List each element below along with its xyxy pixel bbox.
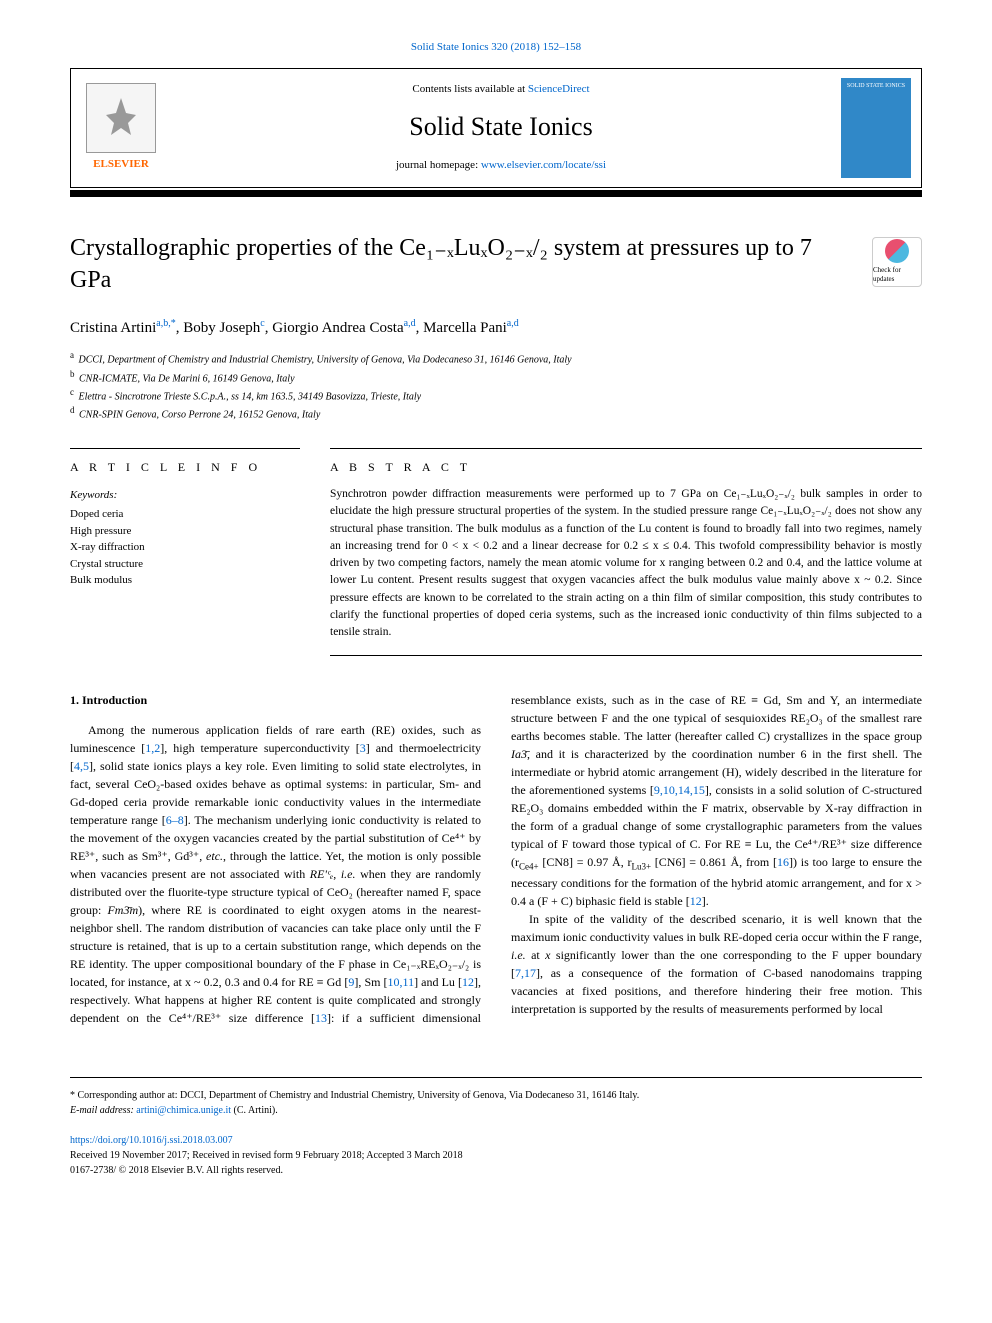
authors: Cristina Artinia,b,*, Boby Josephc, Gior…: [70, 317, 922, 340]
affiliations: a DCCI, Department of Chemistry and Indu…: [70, 349, 922, 422]
contents-available: Contents lists available at ScienceDirec…: [412, 82, 589, 98]
abstract-text: Synchrotron powder diffraction measureme…: [330, 486, 922, 656]
affiliation-item: b CNR-ICMATE, Via De Marini 6, 16149 Gen…: [70, 368, 922, 386]
crossmark-icon: [885, 239, 909, 263]
keywords-list: Doped ceriaHigh pressureX-ray diffractio…: [70, 506, 300, 589]
email-link[interactable]: artini@chimica.unige.it: [136, 1105, 231, 1116]
doi-link[interactable]: https://doi.org/10.1016/j.ssi.2018.03.00…: [70, 1133, 922, 1148]
keyword-item: Crystal structure: [70, 556, 300, 573]
affiliation-item: a DCCI, Department of Chemistry and Indu…: [70, 349, 922, 367]
elsevier-tree-icon: [86, 83, 156, 153]
header-center: Contents lists available at ScienceDirec…: [171, 69, 831, 187]
journal-name: Solid State Ionics: [409, 108, 592, 146]
keyword-item: High pressure: [70, 523, 300, 540]
abstract-heading: A B S T R A C T: [330, 448, 922, 476]
contents-prefix: Contents lists available at: [412, 83, 527, 95]
citation-link[interactable]: Solid State Ionics 320 (2018) 152–158: [70, 40, 922, 56]
keyword-item: Doped ceria: [70, 506, 300, 523]
received-dates: Received 19 November 2017; Received in r…: [70, 1148, 922, 1163]
divider-bar: [70, 190, 922, 197]
elsevier-label: ELSEVIER: [93, 157, 149, 173]
email-label: E-mail address:: [70, 1105, 136, 1116]
journal-cover: SOLID STATE IONICS: [831, 69, 921, 187]
footer: * Corresponding author at: DCCI, Departm…: [70, 1077, 922, 1178]
journal-homepage: journal homepage: www.elsevier.com/locat…: [396, 158, 606, 174]
affiliation-item: c Elettra - Sincrotrone Trieste S.C.p.A.…: [70, 386, 922, 404]
body-text: 1. Introduction Among the numerous appli…: [70, 691, 922, 1027]
sciencedirect-link[interactable]: ScienceDirect: [528, 83, 590, 95]
check-updates-badge[interactable]: Check for updates: [872, 237, 922, 287]
affiliation-item: d CNR-SPIN Genova, Corso Perrone 24, 161…: [70, 404, 922, 422]
title-text: Crystallographic properties of the Ce₁₋ₓ…: [70, 235, 812, 293]
corresponding-author: * Corresponding author at: DCCI, Departm…: [70, 1088, 922, 1103]
introduction-heading: 1. Introduction: [70, 691, 481, 709]
keywords-label: Keywords:: [70, 488, 300, 504]
email-suffix: (C. Artini).: [231, 1105, 278, 1116]
copyright: 0167-2738/ © 2018 Elsevier B.V. All righ…: [70, 1163, 922, 1178]
homepage-link[interactable]: www.elsevier.com/locate/ssi: [481, 159, 606, 171]
keyword-item: X-ray diffraction: [70, 539, 300, 556]
abstract: A B S T R A C T Synchrotron powder diffr…: [330, 448, 922, 657]
article-title: Crystallographic properties of the Ce₁₋ₓ…: [70, 232, 922, 297]
elsevier-logo: ELSEVIER: [71, 69, 171, 187]
intro-para-2: In spite of the validity of the describe…: [511, 910, 922, 1018]
homepage-prefix: journal homepage:: [396, 159, 481, 171]
cover-thumbnail: SOLID STATE IONICS: [841, 78, 911, 178]
journal-header: ELSEVIER Contents lists available at Sci…: [70, 68, 922, 188]
article-info: A R T I C L E I N F O Keywords: Doped ce…: [70, 448, 300, 657]
keyword-item: Bulk modulus: [70, 572, 300, 589]
article-info-heading: A R T I C L E I N F O: [70, 448, 300, 476]
email-line: E-mail address: artini@chimica.unige.it …: [70, 1103, 922, 1118]
check-updates-label: Check for updates: [873, 266, 921, 285]
